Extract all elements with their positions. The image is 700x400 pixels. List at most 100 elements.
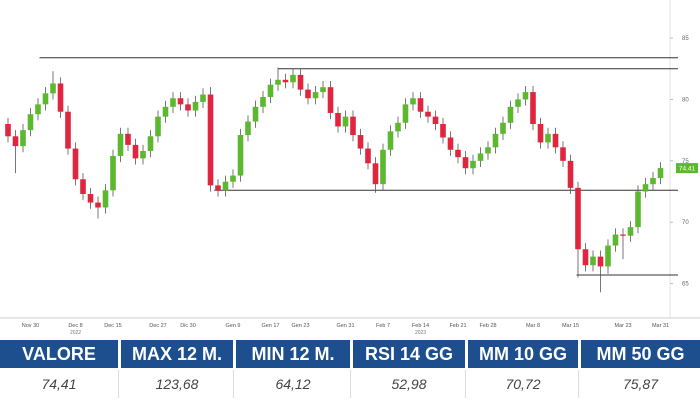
candle-body <box>200 94 206 102</box>
candle-body <box>365 148 371 164</box>
y-tick-label: 75 <box>682 159 689 165</box>
candle-body <box>117 133 124 156</box>
candle-body <box>147 136 154 152</box>
y-tick-label: 65 <box>682 282 689 288</box>
year-label: 2022 <box>70 330 81 336</box>
candle-body <box>350 116 356 136</box>
candle-body <box>597 256 604 267</box>
x-tick-label: Nov 30 <box>22 323 39 329</box>
candle-body <box>387 131 394 150</box>
chart: 65 70 75 80 85 Nov 30 Dec 8 Dec 15 Dec 27 Dic 30 G… <box>0 0 700 336</box>
candle-body <box>185 104 191 111</box>
candle-body <box>455 149 461 158</box>
y-tick-label: 70 <box>682 220 689 226</box>
candle-body <box>275 79 281 85</box>
candle-body <box>80 179 86 194</box>
candle-body <box>132 144 139 159</box>
candle-body <box>575 187 581 250</box>
candle-body <box>462 157 469 169</box>
candle-body <box>657 168 664 179</box>
candle-body <box>380 149 386 185</box>
candle-body <box>522 92 529 100</box>
candle-body <box>470 160 476 169</box>
candle-body <box>485 147 491 154</box>
candle-body <box>65 111 71 149</box>
x-tick-label: Dec 8 <box>68 323 82 329</box>
candle-body <box>537 124 544 143</box>
candle-body <box>530 92 536 125</box>
candle-body <box>342 116 349 127</box>
table-value: 75,87 <box>581 370 700 398</box>
candle-body <box>612 234 619 246</box>
candle-body <box>215 185 221 191</box>
candle-body <box>177 98 184 105</box>
candle-body <box>327 87 334 113</box>
x-tick-label: Mar 15 <box>562 323 579 329</box>
candle-body <box>582 249 589 266</box>
candle-body <box>50 83 56 94</box>
candle-body <box>87 193 94 203</box>
x-tick-label: Gen 23 <box>291 323 309 329</box>
candle-body <box>447 137 454 150</box>
y-tick-label: 85 <box>682 36 689 42</box>
candle-body <box>627 227 634 236</box>
x-tick-label: Feb 28 <box>479 323 496 329</box>
candle-body <box>635 191 641 228</box>
candle-body <box>12 136 19 147</box>
candle-body <box>500 122 506 134</box>
candle-body <box>507 106 514 123</box>
candle-body <box>110 155 116 191</box>
candle-body <box>95 202 101 208</box>
table-header: MAX 12 M. <box>121 340 233 368</box>
x-tick-label: Gen 17 <box>261 323 279 329</box>
candle-body <box>260 96 266 107</box>
candle-body <box>125 133 131 145</box>
candle-body <box>605 245 611 267</box>
x-tick-label: Dec 15 <box>104 323 121 329</box>
table-value: 70,72 <box>468 370 579 398</box>
year-label: 2023 <box>415 330 426 336</box>
x-tick-label: Feb 21 <box>449 323 466 329</box>
candle-body <box>192 101 199 111</box>
candle-body <box>395 122 401 132</box>
candle-body <box>410 98 416 105</box>
candle-body <box>477 153 484 161</box>
candle-body <box>267 84 274 97</box>
price-label: 74.41 <box>679 166 696 173</box>
candle-body <box>515 99 521 107</box>
x-tick-label: Dec 27 <box>149 323 166 329</box>
candle-body <box>297 74 304 90</box>
candle-body <box>102 190 109 208</box>
x-tick-label: Mar 8 <box>526 323 540 329</box>
x-tick-label: Gen 9 <box>226 323 241 329</box>
candle-body <box>545 133 551 143</box>
candle-body <box>252 106 259 122</box>
candle-body <box>590 256 596 266</box>
candle-body <box>72 148 79 180</box>
table-header: MM 10 GG <box>468 340 578 368</box>
candle-body <box>35 104 41 115</box>
candle-body <box>57 83 64 112</box>
x-tick-label: Mar 31 <box>652 323 669 329</box>
candle-body <box>425 111 431 117</box>
y-tick-label: 80 <box>682 97 689 103</box>
candle-body <box>222 181 229 191</box>
candle-body <box>440 124 446 138</box>
candle-body <box>27 114 34 131</box>
candle-body <box>567 160 574 188</box>
x-tick-label: Mar 23 <box>614 323 631 329</box>
candle-body <box>372 163 379 185</box>
candle-body <box>155 116 161 137</box>
x-tick-label: Feb 7 <box>376 323 390 329</box>
candle-body <box>20 130 26 147</box>
candle-body <box>230 175 236 182</box>
table-value: 52,98 <box>353 370 466 398</box>
table-value: 64,12 <box>236 370 351 398</box>
candle-body <box>417 98 424 112</box>
table-header: VALORE <box>0 340 118 368</box>
candle-body <box>492 133 499 148</box>
candle-body <box>162 106 169 117</box>
x-tick-label: Dic 30 <box>180 323 196 329</box>
candle-body <box>642 184 649 192</box>
